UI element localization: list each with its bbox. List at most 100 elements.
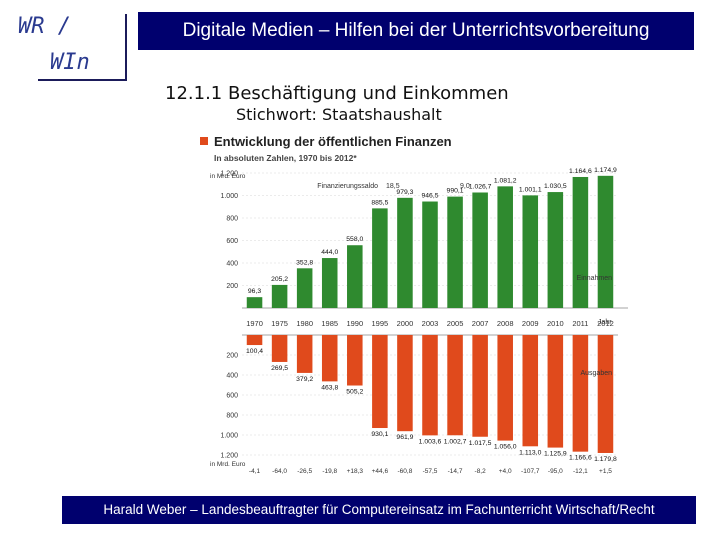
expense-value-label: 930,1: [371, 431, 388, 438]
expense-bar: [422, 335, 438, 436]
y-unit-bottom: in Mrd. Euro: [210, 461, 246, 468]
expense-value-label: 505,2: [346, 389, 363, 396]
expense-bar: [497, 335, 513, 441]
income-value-label: 444,0: [321, 249, 338, 256]
balance-value-label: -57,5: [423, 468, 438, 475]
balance-value-label: -26,5: [297, 468, 312, 475]
x-tick-label: 2008: [497, 319, 514, 328]
income-value-label: 990,1: [447, 188, 464, 195]
header-banner: Digitale Medien – Hilfen bei der Unterri…: [138, 12, 694, 50]
income-bar: [296, 268, 313, 308]
finance-chart: Entwicklung der öffentlichen Finanzen In…: [198, 130, 684, 482]
income-bar: [597, 175, 614, 308]
footer-banner: Harald Weber – Landesbeauftragter für Co…: [62, 496, 696, 524]
expense-value-label: 1.017,5: [469, 440, 492, 447]
balance-value-label: -12,1: [573, 468, 588, 475]
income-value-label: 1.174,9: [594, 167, 617, 174]
expense-value-label: 1.166,6: [569, 455, 592, 462]
slide-title: 12.1.1 Beschäftigung und Einkommen: [165, 83, 509, 104]
income-value-label: 96,3: [248, 288, 261, 295]
y-unit-top: in Mrd. Euro: [210, 173, 246, 180]
title-bullet: [200, 137, 208, 145]
balance-value-label: +18,3: [347, 468, 364, 475]
income-value-label: 558,0: [346, 236, 363, 243]
balance-value-label: -14,7: [448, 468, 463, 475]
balance-value-label: +4,0: [499, 468, 512, 475]
x-tick-label: 2000: [397, 319, 414, 328]
expense-bar: [447, 335, 463, 436]
top-tick-label: 600: [226, 238, 238, 245]
x-tick-label: 2011: [572, 319, 588, 328]
top-tick-label: 1.200: [220, 171, 238, 178]
x-tick-label: 2012: [597, 319, 614, 328]
expense-value-label: 1.003,6: [419, 438, 442, 445]
x-tick-label: 2005: [447, 319, 464, 328]
expense-bar: [372, 335, 388, 429]
annotation-label: 18,5: [386, 183, 400, 190]
logo: WR / WIn: [14, 12, 134, 82]
expense-value-label: 463,8: [321, 384, 338, 391]
expense-value-label: 1.056,0: [494, 444, 517, 451]
income-value-label: 1.030,5: [544, 183, 567, 190]
income-bar: [397, 197, 413, 308]
income-value-label: 352,8: [296, 259, 313, 266]
balance-value-label: -4,1: [249, 468, 261, 475]
expense-value-label: 379,2: [296, 376, 313, 383]
income-value-label: 1.001,1: [519, 186, 542, 193]
expense-bar: [522, 335, 539, 447]
expense-value-label: 269,5: [271, 365, 288, 372]
expense-bar: [347, 335, 363, 386]
balance-value-label: -95,0: [548, 468, 563, 475]
income-value-label: 885,5: [371, 199, 388, 206]
x-tick-label: 1980: [296, 319, 313, 328]
expense-value-label: 1.113,0: [519, 449, 541, 456]
expense-legend-label: Ausgaben: [580, 370, 612, 377]
expense-bar: [597, 335, 614, 453]
income-bar: [372, 208, 388, 308]
x-tick-label: 1970: [246, 319, 263, 328]
x-tick-label: 2003: [422, 319, 439, 328]
income-bar: [447, 196, 463, 308]
expense-value-label: 1.002,7: [444, 438, 467, 445]
logo-line1: WR /: [18, 14, 71, 39]
bottom-tick-label: 1.000: [220, 433, 238, 440]
top-tick-label: 800: [226, 216, 238, 223]
income-value-label: 1.026,7: [469, 183, 492, 190]
balance-value-label: -60,8: [398, 468, 413, 475]
expense-bar: [472, 335, 488, 437]
bar-layer: [246, 175, 614, 453]
income-value-label: 979,3: [396, 189, 413, 196]
logo-divider-vertical: [125, 14, 127, 80]
income-bar: [522, 195, 539, 308]
balance-value-label: -8,2: [475, 468, 487, 475]
expense-bar: [397, 335, 413, 432]
x-tick-label: 1995: [372, 319, 389, 328]
income-value-label: 1.164,6: [569, 168, 592, 175]
expense-value-label: 100,4: [246, 348, 263, 355]
bottom-tick-label: 400: [226, 373, 238, 380]
income-bar: [572, 176, 589, 308]
income-bar: [271, 284, 288, 308]
expense-bar: [321, 335, 338, 382]
balance-legend-label: Finanzierungssaldo: [317, 183, 378, 190]
x-tick-label: 1975: [271, 319, 288, 328]
expense-value-label: 1.179,8: [594, 456, 617, 463]
x-tick-label: 2010: [547, 319, 564, 328]
logo-line2: WIn: [50, 50, 90, 75]
x-tick-label: 1990: [346, 319, 363, 328]
income-bar: [547, 192, 564, 308]
chart-svg: Entwicklung der öffentlichen Finanzen In…: [200, 134, 628, 475]
income-bar: [347, 245, 363, 308]
x-tick-label: 2009: [522, 319, 539, 328]
chart-subtitle: In absoluten Zahlen, 1970 bis 2012*: [214, 153, 357, 163]
expense-bar: [547, 335, 564, 448]
income-bar: [246, 297, 263, 308]
income-value-label: 1.081,2: [494, 177, 517, 184]
balance-value-label: -19,8: [322, 468, 337, 475]
logo-divider-horizontal: [38, 79, 127, 81]
bottom-tick-label: 200: [226, 353, 238, 360]
income-bar: [472, 192, 488, 308]
income-legend-label: Einnahmen: [577, 275, 613, 282]
x-unit: Jahr: [598, 319, 612, 326]
bottom-tick-label: 800: [226, 413, 238, 420]
